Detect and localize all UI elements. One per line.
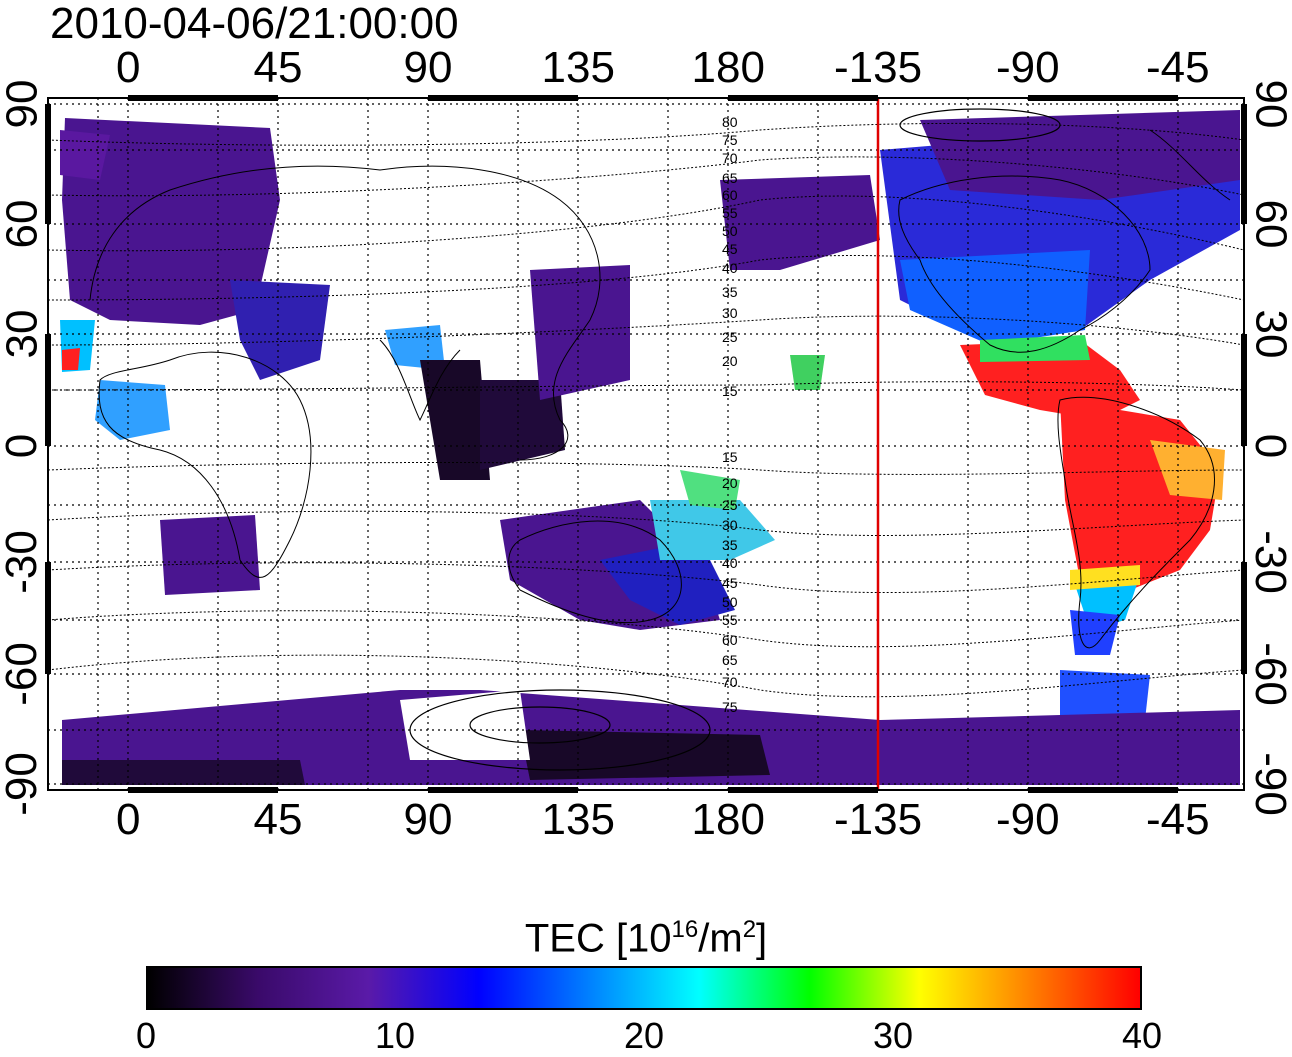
contour-label: 30 xyxy=(722,305,738,321)
colorbar-title-mid: /m xyxy=(698,916,743,961)
left-axis-label: -90 xyxy=(0,752,46,816)
right-axis-label: 90 xyxy=(1245,79,1292,129)
top-axis-label: -135 xyxy=(834,43,923,92)
map-title: 2010-04-06/21:00:00 xyxy=(50,0,459,48)
colorbar-label: 20 xyxy=(624,1015,665,1056)
right-axis-label: -60 xyxy=(1245,642,1292,706)
contour-label: 20 xyxy=(722,353,738,369)
contour-label: 40 xyxy=(722,555,738,571)
top-axis-label: 180 xyxy=(691,43,765,92)
contour-label: 35 xyxy=(722,537,738,553)
axis-bars xyxy=(45,95,1247,793)
top-axis-label: 45 xyxy=(253,43,303,92)
contour-label: 35 xyxy=(722,284,738,300)
colorbar-label: 40 xyxy=(1122,1015,1163,1056)
bottom-axis-label: 90 xyxy=(403,795,453,844)
top-axis-label: -90 xyxy=(996,43,1060,92)
contour-label: 75 xyxy=(722,132,738,148)
colorbar-title-exp1: 16 xyxy=(671,916,699,943)
colorbar-title: TEC [1016/m2] xyxy=(0,908,1292,960)
contour-label: 25 xyxy=(722,329,738,345)
magnetic-contours xyxy=(48,122,1244,698)
coastlines xyxy=(89,129,1231,649)
colorbar-label: 30 xyxy=(873,1015,914,1056)
contour-label: 15 xyxy=(722,449,738,465)
tec-patches xyxy=(60,110,1240,785)
left-axis-label: -60 xyxy=(0,642,46,706)
magnetic-pole-contours xyxy=(409,108,1061,771)
contour-label: 75 xyxy=(722,699,738,715)
contour-label: 65 xyxy=(722,170,738,186)
colorbar-title-prefix: TEC [10 xyxy=(524,916,672,961)
left-axis-label: 30 xyxy=(0,309,46,359)
contour-label: 45 xyxy=(722,575,738,591)
left-axis-label: 90 xyxy=(0,79,46,129)
bottom-axis-label: 180 xyxy=(691,795,765,844)
contour-label: 70 xyxy=(722,150,738,166)
top-axis-label: 0 xyxy=(116,43,141,92)
contour-label: 40 xyxy=(722,260,738,276)
contour-label: 25 xyxy=(722,497,738,513)
right-axis-label: 0 xyxy=(1246,433,1292,459)
top-axis-label: 90 xyxy=(403,43,453,92)
contour-labels: 8075706560555045403530252015152025303540… xyxy=(722,114,738,715)
bottom-axis-label: -45 xyxy=(1146,795,1210,844)
contour-label: 50 xyxy=(722,594,738,610)
contour-label: 60 xyxy=(722,632,738,648)
colorbar xyxy=(146,966,1142,1010)
contour-label: 50 xyxy=(722,223,738,239)
colorbar-title-exp2: 2 xyxy=(742,916,757,943)
contour-label: 45 xyxy=(722,241,738,257)
left-axis-label: 60 xyxy=(0,199,46,249)
contour-label: 15 xyxy=(722,383,738,399)
bottom-axis-label: 0 xyxy=(116,795,141,844)
contour-label: 60 xyxy=(722,187,738,203)
right-axis-label: -30 xyxy=(1245,530,1292,594)
contour-label: 20 xyxy=(722,475,738,491)
right-axis-label: -90 xyxy=(1245,752,1292,816)
bottom-axis-label: 135 xyxy=(541,795,615,844)
colorbar-title-suffix: ] xyxy=(756,916,768,961)
right-axis-label: 30 xyxy=(1245,309,1292,359)
contour-label: 70 xyxy=(722,674,738,690)
left-axis-label: 0 xyxy=(0,433,47,459)
bottom-axis-label: 45 xyxy=(253,795,303,844)
contour-label: 65 xyxy=(722,652,738,668)
contour-label: 30 xyxy=(722,517,738,533)
top-axis-label: -45 xyxy=(1146,43,1210,92)
colorbar-label: 0 xyxy=(136,1015,157,1056)
graticule xyxy=(48,98,1244,790)
left-axis-label: -30 xyxy=(0,530,46,594)
contour-label: 55 xyxy=(722,205,738,221)
contour-label: 80 xyxy=(722,114,738,130)
top-axis-label: 135 xyxy=(541,43,615,92)
contour-label: 55 xyxy=(722,612,738,628)
bottom-axis-label: -135 xyxy=(834,795,923,844)
colorbar-label: 10 xyxy=(375,1015,416,1056)
bottom-axis-label: -90 xyxy=(996,795,1060,844)
right-axis-label: 60 xyxy=(1245,199,1292,249)
